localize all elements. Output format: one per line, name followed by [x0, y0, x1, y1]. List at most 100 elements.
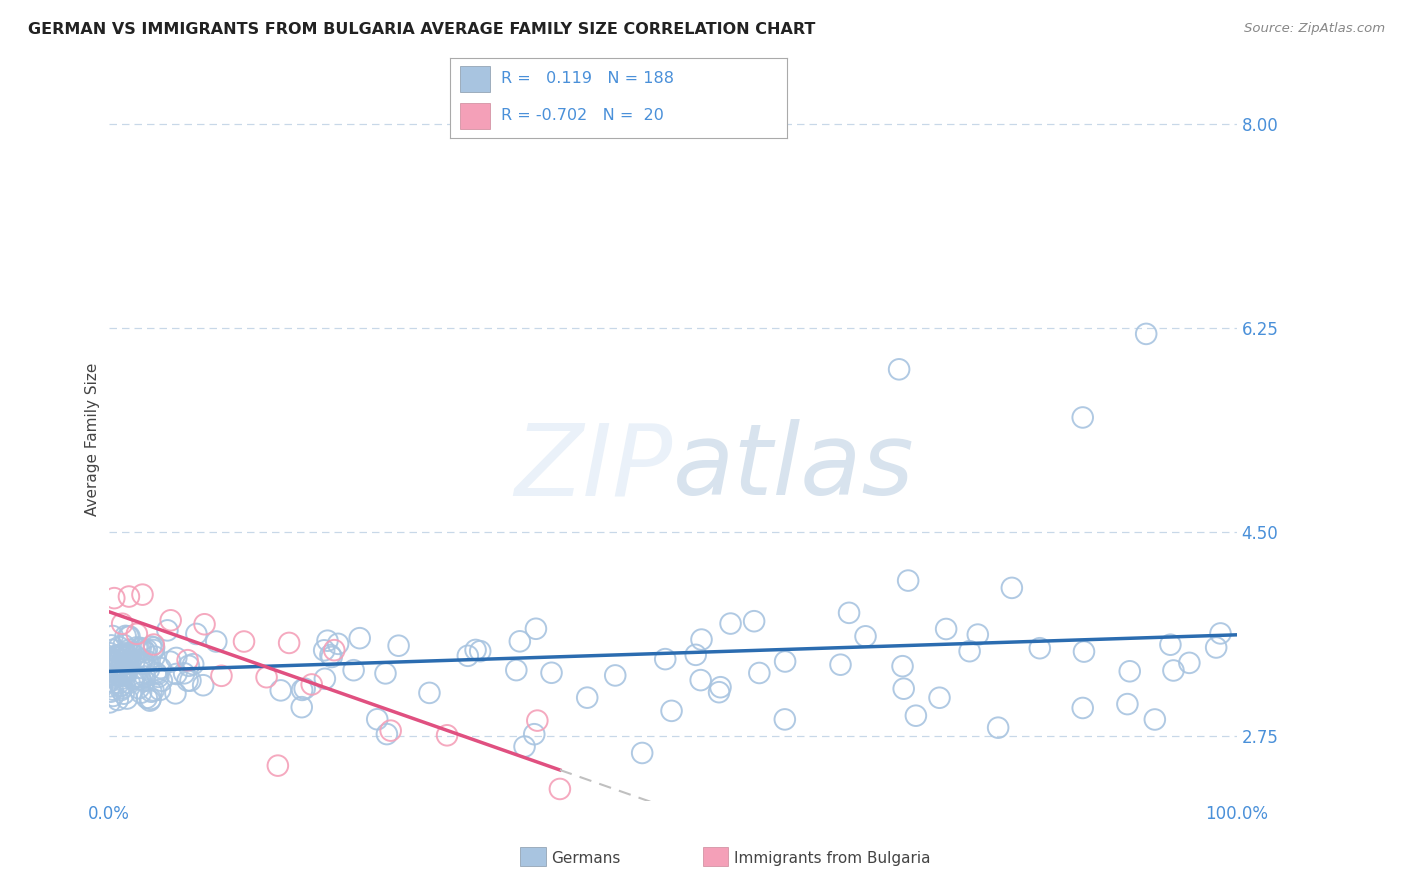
Point	[117, 649, 139, 664]
Point	[112, 638, 135, 652]
Point	[143, 649, 166, 664]
Point	[115, 649, 138, 664]
Point	[111, 668, 134, 682]
Point	[108, 653, 131, 667]
Point	[135, 642, 157, 657]
Point	[186, 627, 208, 641]
Point	[100, 684, 122, 698]
Point	[98, 665, 121, 679]
Point	[110, 679, 132, 693]
Point	[124, 648, 146, 663]
Point	[418, 686, 440, 700]
Point	[128, 657, 150, 671]
Point	[191, 678, 214, 692]
Point	[773, 713, 796, 727]
Point	[540, 665, 562, 680]
Point	[374, 666, 396, 681]
Point	[436, 728, 458, 742]
Text: Germans: Germans	[551, 851, 620, 865]
Point	[118, 590, 141, 604]
Point	[129, 640, 152, 655]
Point	[524, 622, 547, 636]
Point	[935, 622, 957, 636]
Point	[125, 627, 148, 641]
Point	[114, 657, 136, 672]
Point	[1163, 664, 1185, 678]
Point	[100, 652, 122, 666]
Point	[505, 663, 527, 677]
Bar	[460, 103, 491, 128]
Point	[104, 671, 127, 685]
Point	[124, 669, 146, 683]
Point	[891, 659, 914, 673]
Point	[134, 657, 156, 671]
Point	[1135, 326, 1157, 341]
Point	[115, 656, 138, 670]
Point	[605, 668, 627, 682]
Point	[548, 781, 571, 796]
Point	[464, 643, 486, 657]
Point	[118, 630, 141, 644]
Point	[111, 678, 134, 692]
Point	[118, 675, 141, 690]
Point	[100, 657, 122, 671]
Point	[100, 639, 122, 653]
Point	[103, 591, 125, 606]
Point	[107, 665, 129, 679]
Point	[323, 643, 346, 657]
Point	[100, 667, 122, 681]
Point	[98, 651, 121, 665]
Point	[105, 649, 128, 664]
Point	[233, 634, 256, 648]
Point	[1178, 656, 1201, 670]
Point	[138, 663, 160, 677]
Point	[145, 665, 167, 680]
Point	[314, 643, 336, 657]
Point	[720, 616, 742, 631]
Point	[110, 657, 132, 672]
Point	[114, 629, 136, 643]
Point	[124, 654, 146, 668]
Point	[117, 629, 139, 643]
Point	[115, 662, 138, 676]
Point	[146, 667, 169, 681]
Point	[115, 665, 138, 680]
Point	[108, 668, 131, 682]
Point	[107, 650, 129, 665]
Point	[129, 673, 152, 687]
Point	[115, 665, 138, 679]
Point	[101, 629, 124, 643]
Point	[1116, 697, 1139, 711]
Point	[142, 643, 165, 657]
Point	[105, 649, 128, 664]
Point	[142, 683, 165, 698]
Point	[120, 646, 142, 660]
Point	[128, 681, 150, 696]
Point	[366, 712, 388, 726]
Point	[343, 663, 366, 677]
Point	[122, 672, 145, 686]
Point	[319, 648, 342, 662]
Y-axis label: Average Family Size: Average Family Size	[86, 362, 100, 516]
Point	[267, 758, 290, 772]
Point	[120, 651, 142, 665]
Text: Source: ZipAtlas.com: Source: ZipAtlas.com	[1244, 22, 1385, 36]
Point	[654, 652, 676, 666]
Text: ZIP: ZIP	[515, 419, 672, 516]
Point	[523, 727, 546, 741]
Point	[101, 689, 124, 703]
Point	[112, 646, 135, 660]
Point	[1001, 581, 1024, 595]
Point	[181, 657, 204, 672]
Point	[134, 673, 156, 688]
Point	[830, 657, 852, 672]
Point	[159, 613, 181, 627]
Point	[101, 663, 124, 677]
Point	[1209, 626, 1232, 640]
Point	[1159, 638, 1181, 652]
Point	[139, 693, 162, 707]
Point	[101, 642, 124, 657]
Point	[112, 665, 135, 679]
Point	[98, 679, 121, 693]
Point	[179, 673, 201, 688]
